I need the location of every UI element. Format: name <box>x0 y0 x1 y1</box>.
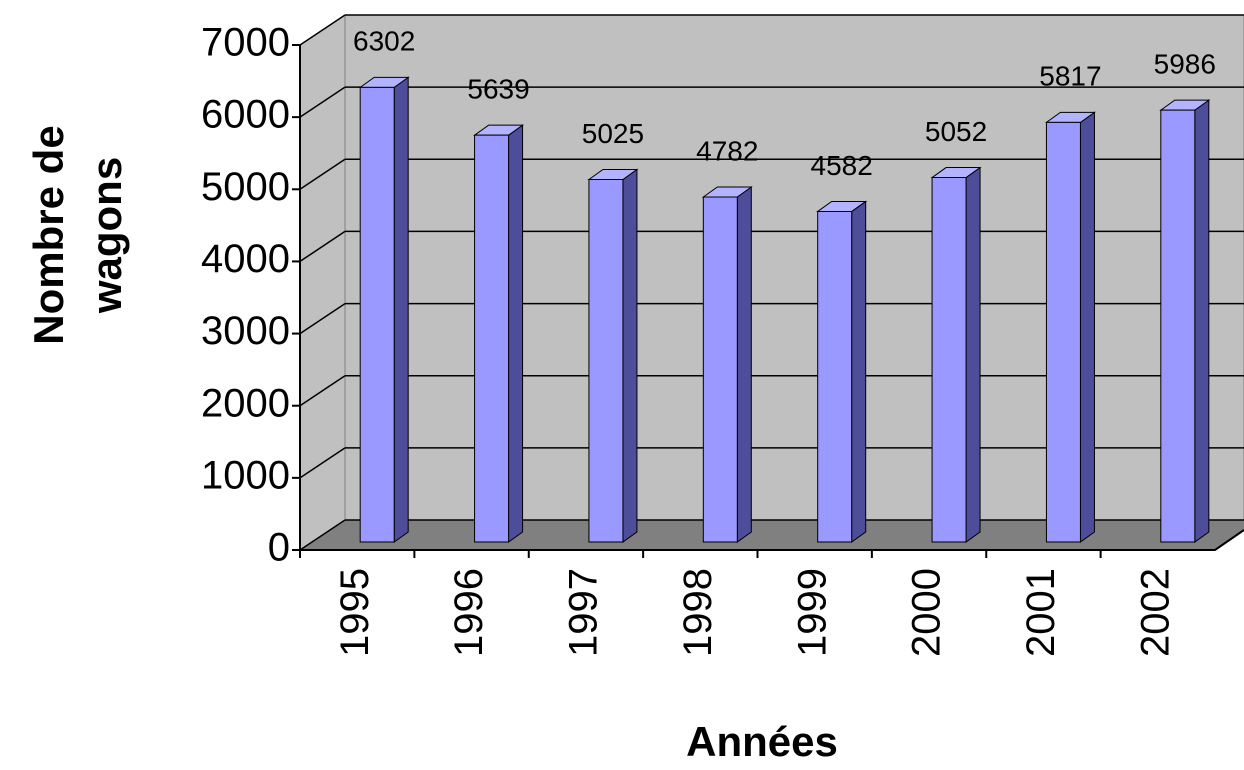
y-tick-label: 3000 <box>201 309 290 353</box>
bar <box>816 200 868 543</box>
value-label: 5639 <box>467 74 529 105</box>
grid-line <box>299 302 346 335</box>
y-tick-label: 5000 <box>201 165 290 209</box>
bar <box>587 168 639 543</box>
bar <box>358 76 410 543</box>
bar <box>1159 99 1211 543</box>
bar-side <box>393 76 409 543</box>
y-tick-label: 6000 <box>201 93 290 137</box>
x-tick-label: 2000 <box>905 568 949 657</box>
y-tick-label: 1000 <box>201 453 290 497</box>
bar-side <box>508 124 524 543</box>
x-tick-label: 1995 <box>333 568 377 657</box>
side-wall <box>299 14 346 551</box>
bar-side <box>736 186 752 543</box>
bar-front <box>817 210 853 543</box>
value-label: 5025 <box>582 118 644 149</box>
bar-side <box>1194 99 1210 543</box>
value-label: 5817 <box>1039 61 1101 92</box>
value-label: 5986 <box>1154 49 1216 80</box>
grid-line <box>299 158 346 190</box>
x-axis <box>300 529 1244 551</box>
grid-line <box>299 375 346 407</box>
x-tick-label: 2002 <box>1133 568 1177 657</box>
bar-side <box>1079 111 1095 543</box>
grid-line <box>299 447 346 479</box>
bar <box>473 124 525 543</box>
bar-front <box>1045 121 1081 543</box>
bar-side <box>851 200 867 543</box>
y-tick-label: 4000 <box>201 237 290 281</box>
x-tick-label: 1999 <box>790 568 834 657</box>
bar-front <box>931 177 967 543</box>
x-tick-label: 1997 <box>562 568 606 657</box>
x-tick-label: 1998 <box>676 568 720 657</box>
floor <box>300 520 1244 550</box>
x-tick-label: 1996 <box>447 568 491 657</box>
bar-side <box>622 168 638 543</box>
grid-line <box>299 86 346 118</box>
bar <box>701 186 753 543</box>
bar <box>930 166 982 543</box>
y-tick-label: 7000 <box>201 21 290 65</box>
y-tick-label: 0 <box>268 526 290 570</box>
bar-front <box>474 134 510 543</box>
value-label: 6302 <box>353 26 415 57</box>
x-axis-label: Années <box>686 718 838 765</box>
grid-line <box>299 14 346 46</box>
bar-side <box>965 166 981 543</box>
bar-front <box>1160 109 1196 543</box>
y-axis-label: Nombre de <box>25 125 72 344</box>
bar-front <box>702 196 738 543</box>
grid-line <box>299 230 346 263</box>
y-tick-label: 2000 <box>201 381 290 425</box>
value-label: 4782 <box>696 135 758 166</box>
value-label: 5052 <box>925 116 987 147</box>
value-label: 4582 <box>811 150 873 181</box>
bar <box>1044 111 1096 543</box>
bar-front <box>588 178 624 543</box>
x-tick-label: 2001 <box>1019 568 1063 657</box>
grid-line <box>299 519 346 551</box>
y-axis-label: wagons <box>83 157 130 314</box>
bar-front <box>359 86 395 543</box>
